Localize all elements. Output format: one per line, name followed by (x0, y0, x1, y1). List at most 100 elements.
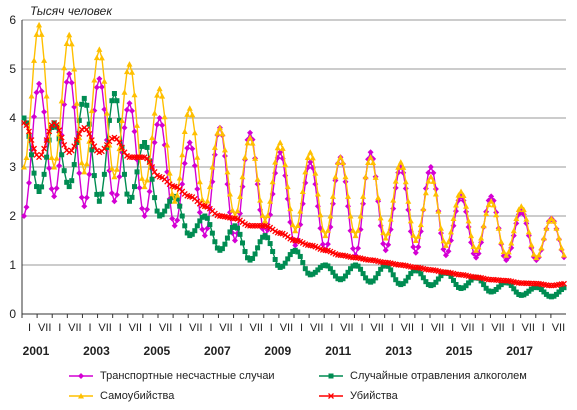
data-point (290, 248, 296, 254)
data-point (26, 179, 33, 186)
data-point (422, 189, 429, 196)
data-point (86, 121, 92, 127)
data-point (518, 292, 524, 298)
y-tick-label: 6 (9, 13, 16, 27)
data-point (73, 137, 80, 144)
data-point (259, 212, 266, 218)
data-point (317, 264, 323, 270)
data-point (172, 193, 178, 199)
data-point (152, 195, 158, 201)
data-point (24, 120, 30, 126)
data-point (41, 108, 48, 115)
x-tick-label: I (360, 322, 363, 334)
x-tick-label: VII (491, 322, 504, 334)
data-point (329, 193, 336, 199)
data-point (118, 144, 125, 151)
data-point (79, 101, 85, 107)
data-point (51, 164, 58, 170)
x-tick-label: I (512, 322, 515, 334)
data-point (262, 217, 269, 224)
data-point (68, 40, 75, 47)
data-point (463, 203, 470, 209)
data-point (327, 266, 333, 272)
data-point (538, 244, 545, 251)
data-point (161, 113, 168, 120)
legend-label: Убийства (350, 390, 398, 402)
data-point (553, 291, 559, 297)
y-tick-label: 3 (9, 160, 16, 174)
data-point (307, 159, 314, 166)
data-point (332, 273, 338, 279)
y-tick-label: 4 (9, 111, 16, 125)
data-point (314, 190, 321, 197)
data-point (319, 241, 326, 248)
data-point (43, 92, 50, 99)
data-point (420, 275, 426, 281)
data-point (320, 263, 326, 269)
data-point (23, 154, 30, 160)
data-point (156, 115, 163, 121)
data-point (458, 188, 465, 194)
data-point (378, 266, 384, 272)
data-point (255, 245, 261, 251)
legend-item: Транспортные несчастные случаи (68, 368, 275, 384)
data-point (252, 251, 258, 257)
data-point (56, 127, 63, 134)
data-point (71, 162, 77, 168)
data-point (184, 230, 190, 236)
data-point (191, 129, 198, 136)
data-point (237, 231, 243, 237)
data-point (249, 140, 256, 146)
data-point (199, 226, 206, 233)
data-point (403, 278, 409, 284)
data-point (508, 239, 515, 246)
data-point (94, 191, 100, 197)
data-point (131, 128, 138, 135)
data-point (116, 173, 123, 180)
data-point (470, 243, 477, 249)
data-point (141, 183, 148, 190)
data-point (144, 177, 151, 183)
data-point (229, 207, 236, 213)
data-point (108, 190, 115, 197)
data-point (237, 193, 243, 199)
data-point (231, 237, 238, 244)
series-line (23, 22, 565, 259)
data-point (561, 252, 567, 258)
data-point (468, 277, 474, 283)
data-point (415, 244, 422, 251)
x-tick-label: I (451, 322, 454, 334)
data-point (483, 285, 489, 291)
data-point (388, 267, 394, 273)
data-point (91, 173, 97, 179)
data-point (121, 171, 127, 177)
x-tick-label: I (119, 322, 122, 334)
data-point (481, 282, 487, 288)
year-label: 2003 (83, 344, 110, 358)
data-point (144, 144, 150, 150)
data-point (219, 246, 225, 252)
data-point (211, 144, 218, 150)
x-tick-label: VII (310, 322, 323, 334)
data-point (385, 263, 391, 269)
data-point (289, 221, 296, 228)
data-point (264, 212, 271, 219)
x-tick-label: I (149, 322, 152, 334)
data-point (540, 235, 547, 241)
data-point (531, 285, 537, 291)
data-point (88, 107, 95, 114)
data-point (51, 193, 58, 200)
data-point (518, 203, 525, 209)
x-tick-label: VII (38, 322, 51, 334)
legend-label: Случайные отравления алкоголем (350, 370, 527, 382)
x-tick-label: I (240, 322, 243, 334)
data-point (307, 149, 314, 155)
data-point (272, 256, 278, 262)
data-point (221, 146, 228, 153)
data-point (450, 277, 456, 283)
data-point (295, 249, 301, 255)
data-point (54, 124, 60, 130)
data-point (38, 31, 45, 37)
data-point (420, 205, 427, 212)
